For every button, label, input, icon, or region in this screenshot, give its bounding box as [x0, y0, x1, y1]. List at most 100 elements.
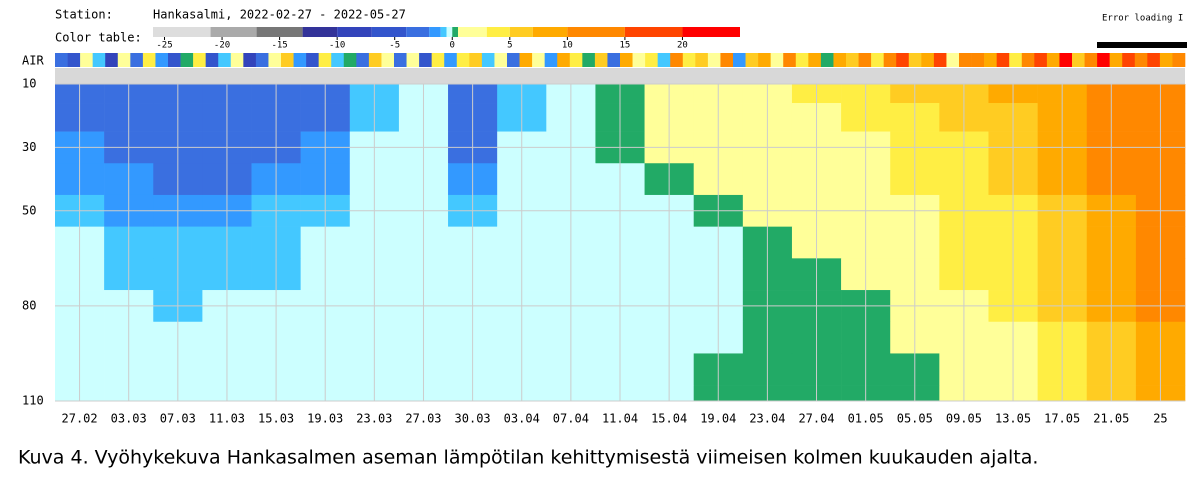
x-tick-label: 17.05 — [1044, 412, 1080, 426]
air-cell — [444, 53, 458, 67]
air-cell — [959, 53, 972, 67]
x-tick-label: 30.03 — [455, 412, 491, 426]
air-cell — [996, 53, 1010, 67]
air-cell — [645, 53, 658, 67]
x-tick-label: 07.04 — [553, 412, 589, 426]
air-cell — [795, 53, 809, 67]
air-cell — [368, 53, 382, 67]
air-cell — [193, 53, 206, 67]
x-tick-label: 21.05 — [1093, 412, 1129, 426]
legend-swatch — [509, 27, 533, 37]
air-cell — [1034, 53, 1048, 67]
air-cell — [80, 53, 93, 67]
air-cell — [1021, 53, 1035, 67]
legend-swatch — [302, 27, 338, 37]
air-cell — [1122, 53, 1136, 67]
air-cell — [820, 53, 834, 67]
x-tick-label: 25 — [1153, 412, 1167, 426]
air-cell — [921, 53, 935, 67]
air-cell — [707, 53, 721, 67]
air-cell — [657, 53, 671, 67]
x-tick-label: 27.02 — [62, 412, 98, 426]
legend-swatch — [256, 27, 303, 37]
legend-swatch — [337, 27, 372, 37]
air-cell — [594, 53, 608, 67]
air-cell — [469, 53, 483, 67]
air-cell — [846, 53, 859, 67]
x-tick-label: 19.03 — [307, 412, 343, 426]
x-tick-label: 03.04 — [504, 412, 540, 426]
legend-swatch — [429, 27, 441, 37]
air-cell — [494, 53, 508, 67]
air-cell — [745, 53, 759, 67]
air-cell — [808, 53, 822, 67]
air-cell — [620, 53, 633, 67]
surface-band — [55, 68, 1185, 84]
station-label: Station: — [55, 8, 113, 22]
chart-title: Hankasalmi, 2022-02-27 - 2022-05-27 — [153, 8, 406, 22]
air-cell — [1072, 53, 1085, 67]
air-cell — [720, 53, 734, 67]
legend-swatch — [446, 27, 453, 37]
air-cell — [1009, 53, 1023, 67]
legend-tick-label: -20 — [214, 41, 230, 51]
legend-tick-label: 10 — [562, 41, 573, 51]
air-cell — [896, 53, 910, 67]
progress-bar — [1097, 42, 1187, 48]
air-cell — [92, 53, 106, 67]
air-cell — [933, 53, 947, 67]
air-cell — [519, 53, 533, 67]
air-cell — [1084, 53, 1098, 67]
air-cell — [557, 53, 571, 67]
legend-tick-label: 15 — [619, 41, 630, 51]
air-cell — [670, 53, 684, 67]
air-cell — [544, 53, 558, 67]
legend-swatch — [486, 27, 510, 37]
x-tick-label: 23.04 — [749, 412, 785, 426]
air-cell — [55, 53, 68, 67]
air-cell — [682, 53, 696, 67]
air-cell — [105, 53, 119, 67]
x-tick-label: 01.05 — [848, 412, 884, 426]
x-tick-label: 13.05 — [995, 412, 1031, 426]
air-cell — [381, 53, 395, 67]
air-cell — [255, 53, 269, 67]
x-tick-label: 11.04 — [602, 412, 638, 426]
air-cell — [343, 53, 357, 67]
legend-tick-label: 0 — [450, 41, 455, 51]
air-cell — [243, 53, 257, 67]
air-cell — [142, 53, 156, 67]
legend-swatch — [532, 27, 568, 37]
x-tick-label: 05.05 — [897, 412, 933, 426]
air-cell — [946, 53, 960, 67]
x-tick-label: 03.03 — [111, 412, 147, 426]
air-cell — [218, 53, 232, 67]
status-text: Error loading I — [1102, 14, 1183, 24]
air-cell — [431, 53, 445, 67]
air-cell — [180, 53, 194, 67]
legend-tick-label: -5 — [389, 41, 400, 51]
air-cell — [306, 53, 319, 67]
air-cell — [67, 53, 81, 67]
air-cell — [117, 53, 131, 67]
air-cell — [1109, 53, 1123, 67]
x-tick-label: 27.04 — [798, 412, 834, 426]
legend-swatch — [371, 27, 407, 37]
air-cell — [356, 53, 370, 67]
air-cell — [871, 53, 884, 67]
legend-tick-label: -10 — [329, 41, 345, 51]
air-cell — [607, 53, 621, 67]
air-cell — [205, 53, 219, 67]
legend-swatch — [682, 27, 740, 37]
legend-swatch — [210, 27, 257, 37]
air-cell — [582, 53, 596, 67]
air-cell — [770, 53, 784, 67]
air-cell — [632, 53, 646, 67]
legend-swatch — [567, 27, 625, 37]
legend-tick-label: 5 — [507, 41, 512, 51]
air-cell — [331, 53, 345, 67]
air-cell — [783, 53, 797, 67]
y-tick-label: 50 — [22, 203, 36, 217]
air-cell — [758, 53, 771, 67]
